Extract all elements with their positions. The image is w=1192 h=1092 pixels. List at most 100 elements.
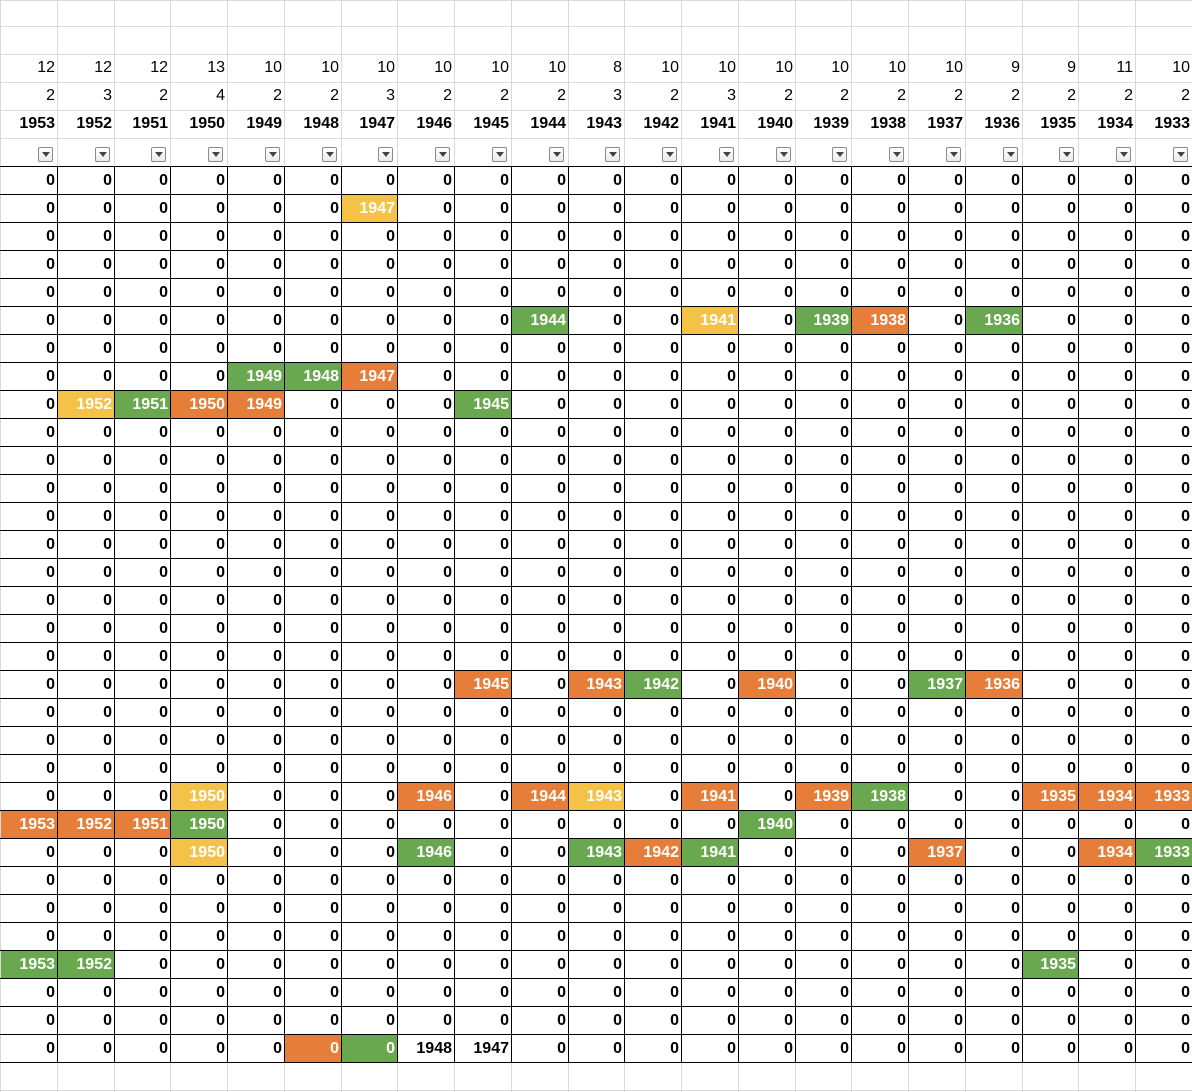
data-cell[interactable]: 0 — [386, 732, 395, 749]
data-cell[interactable]: 0 — [386, 228, 395, 245]
data-cell[interactable]: 0 — [1067, 312, 1076, 329]
highlighted-cell[interactable]: 1936 — [966, 307, 1022, 334]
data-cell[interactable]: 0 — [500, 340, 509, 357]
data-cell[interactable]: 0 — [897, 1012, 906, 1029]
data-cell[interactable]: 0 — [613, 312, 622, 329]
header-year-cell[interactable]: 1949 — [246, 115, 282, 132]
data-cell[interactable]: 0 — [670, 984, 679, 1001]
data-cell[interactable]: 0 — [557, 592, 566, 609]
data-cell[interactable]: 0 — [46, 984, 55, 1001]
data-cell[interactable]: 0 — [273, 312, 282, 329]
data-cell[interactable]: 0 — [216, 648, 225, 665]
highlighted-cell[interactable]: 1942 — [625, 839, 681, 866]
data-cell[interactable]: 0 — [613, 284, 622, 301]
data-cell[interactable]: 0 — [727, 200, 736, 217]
data-cell[interactable]: 0 — [386, 564, 395, 581]
highlighted-cell[interactable]: 1952 — [58, 811, 114, 838]
data-cell[interactable]: 0 — [1181, 1040, 1190, 1057]
data-cell[interactable]: 0 — [897, 424, 906, 441]
data-cell[interactable]: 0 — [1011, 508, 1020, 525]
data-cell[interactable]: 0 — [557, 984, 566, 1001]
header-subcount-cell[interactable]: 2 — [1181, 87, 1190, 104]
data-cell[interactable]: 0 — [273, 676, 282, 693]
header-count-cell[interactable]: 10 — [491, 59, 509, 76]
data-cell[interactable]: 0 — [784, 900, 793, 917]
data-cell[interactable]: 0 — [897, 928, 906, 945]
data-cell[interactable]: 0 — [216, 732, 225, 749]
header-count-cell[interactable]: 10 — [264, 59, 282, 76]
highlighted-cell[interactable]: 1946 — [398, 783, 454, 810]
header-subcount-cell[interactable]: 2 — [330, 87, 339, 104]
data-cell[interactable]: 0 — [613, 452, 622, 469]
data-cell[interactable]: 0 — [273, 452, 282, 469]
data-cell[interactable]: 0 — [443, 648, 452, 665]
data-cell[interactable]: 0 — [500, 200, 509, 217]
data-cell[interactable]: 0 — [1124, 368, 1133, 385]
data-cell[interactable]: 0 — [273, 928, 282, 945]
data-cell[interactable]: 0 — [46, 592, 55, 609]
data-cell[interactable]: 0 — [500, 928, 509, 945]
data-cell[interactable]: 0 — [273, 424, 282, 441]
data-cell[interactable]: 0 — [330, 704, 339, 721]
data-cell[interactable]: 0 — [1011, 368, 1020, 385]
data-cell[interactable]: 0 — [273, 1012, 282, 1029]
header-year-cell[interactable]: 1945 — [473, 115, 509, 132]
data-cell[interactable]: 0 — [216, 340, 225, 357]
data-cell[interactable]: 0 — [159, 1012, 168, 1029]
data-cell[interactable]: 0 — [500, 480, 509, 497]
data-cell[interactable]: 0 — [557, 536, 566, 553]
data-cell[interactable]: 0 — [840, 284, 849, 301]
data-cell[interactable]: 0 — [273, 256, 282, 273]
data-cell[interactable]: 0 — [103, 648, 112, 665]
data-cell[interactable]: 0 — [1181, 984, 1190, 1001]
data-cell[interactable]: 0 — [216, 284, 225, 301]
data-cell[interactable]: 0 — [500, 172, 509, 189]
data-cell[interactable]: 0 — [443, 900, 452, 917]
data-cell[interactable]: 0 — [670, 592, 679, 609]
data-cell[interactable]: 0 — [159, 564, 168, 581]
data-cell[interactable]: 0 — [386, 256, 395, 273]
data-cell[interactable]: 0 — [1181, 536, 1190, 553]
data-cell[interactable]: 0 — [1124, 620, 1133, 637]
data-cell[interactable]: 0 — [557, 676, 566, 693]
data-cell[interactable]: 0 — [443, 228, 452, 245]
data-cell[interactable]: 0 — [613, 872, 622, 889]
data-cell[interactable]: 0 — [727, 480, 736, 497]
data-cell[interactable]: 0 — [670, 704, 679, 721]
data-cell[interactable]: 0 — [46, 228, 55, 245]
data-cell[interactable]: 0 — [1124, 536, 1133, 553]
data-cell[interactable]: 0 — [1124, 760, 1133, 777]
data-cell[interactable]: 0 — [500, 816, 509, 833]
data-cell[interactable]: 0 — [954, 620, 963, 637]
data-cell[interactable]: 0 — [103, 172, 112, 189]
data-cell[interactable]: 0 — [784, 228, 793, 245]
data-cell[interactable]: 0 — [784, 508, 793, 525]
data-cell[interactable]: 0 — [670, 228, 679, 245]
data-cell[interactable]: 0 — [1124, 928, 1133, 945]
highlighted-cell[interactable]: 1933 — [1136, 839, 1192, 866]
highlighted-cell[interactable]: 1943 — [569, 671, 624, 698]
data-cell[interactable]: 0 — [386, 536, 395, 553]
data-cell[interactable]: 0 — [103, 340, 112, 357]
data-cell[interactable]: 0 — [954, 760, 963, 777]
data-cell[interactable]: 0 — [46, 340, 55, 357]
data-cell[interactable]: 0 — [1124, 704, 1133, 721]
data-cell[interactable]: 0 — [784, 452, 793, 469]
data-cell[interactable]: 0 — [727, 508, 736, 525]
data-cell[interactable]: 0 — [727, 928, 736, 945]
data-cell[interactable]: 0 — [159, 956, 168, 973]
data-cell[interactable]: 0 — [1181, 312, 1190, 329]
data-cell[interactable]: 0 — [159, 760, 168, 777]
data-cell[interactable]: 0 — [159, 340, 168, 357]
data-cell[interactable]: 0 — [330, 172, 339, 189]
data-cell[interactable]: 0 — [784, 340, 793, 357]
data-cell[interactable]: 0 — [1011, 228, 1020, 245]
data-cell[interactable]: 0 — [1124, 452, 1133, 469]
data-cell[interactable]: 0 — [46, 508, 55, 525]
data-cell[interactable]: 0 — [46, 1012, 55, 1029]
data-cell[interactable]: 0 — [273, 788, 282, 805]
highlighted-cell[interactable]: 1952 — [58, 391, 114, 418]
data-cell[interactable]: 0 — [670, 424, 679, 441]
data-cell[interactable]: 0 — [216, 760, 225, 777]
data-cell[interactable]: 0 — [330, 900, 339, 917]
